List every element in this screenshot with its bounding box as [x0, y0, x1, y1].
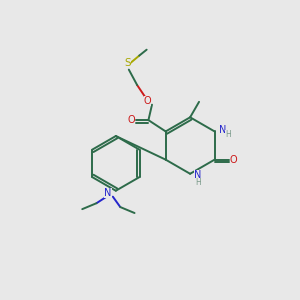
Text: N: N [219, 125, 226, 135]
Text: O: O [128, 115, 135, 124]
Text: S: S [124, 58, 131, 68]
Text: O: O [230, 155, 237, 165]
Text: H: H [225, 130, 230, 139]
Text: N: N [104, 188, 112, 198]
Text: O: O [144, 95, 152, 106]
Text: N: N [194, 170, 202, 180]
Text: H: H [195, 178, 201, 187]
